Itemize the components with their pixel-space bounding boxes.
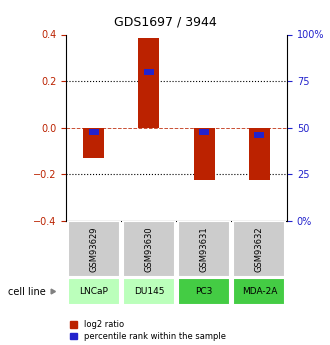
Text: cell line: cell line (8, 287, 46, 296)
FancyBboxPatch shape (178, 221, 230, 277)
Bar (249, 128, 270, 180)
Text: GSM93630: GSM93630 (145, 226, 153, 272)
Text: GSM93631: GSM93631 (200, 226, 209, 272)
Bar (254, 132, 264, 138)
Legend: log2 ratio, percentile rank within the sample: log2 ratio, percentile rank within the s… (70, 321, 225, 341)
FancyBboxPatch shape (178, 278, 230, 305)
Bar (144, 69, 154, 75)
FancyBboxPatch shape (68, 278, 119, 305)
Text: GSM93632: GSM93632 (255, 226, 264, 272)
Bar (83, 128, 104, 158)
Text: MDA-2A: MDA-2A (242, 287, 277, 296)
Text: PC3: PC3 (195, 287, 213, 296)
Bar (194, 128, 215, 180)
Text: GDS1697 / 3944: GDS1697 / 3944 (114, 16, 216, 29)
Text: GSM93629: GSM93629 (89, 227, 98, 272)
FancyBboxPatch shape (68, 221, 119, 277)
Bar (199, 129, 209, 135)
FancyBboxPatch shape (123, 221, 175, 277)
Bar (138, 38, 159, 128)
Bar (89, 129, 99, 135)
FancyBboxPatch shape (123, 278, 175, 305)
Text: DU145: DU145 (134, 287, 164, 296)
Text: LNCaP: LNCaP (79, 287, 108, 296)
FancyBboxPatch shape (234, 278, 285, 305)
Polygon shape (51, 289, 55, 294)
FancyBboxPatch shape (234, 221, 285, 277)
